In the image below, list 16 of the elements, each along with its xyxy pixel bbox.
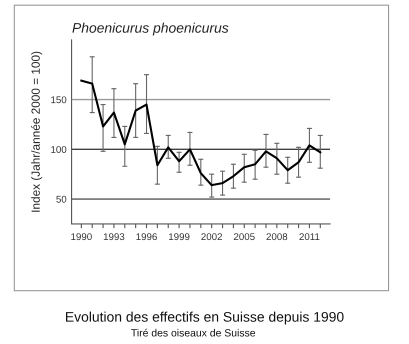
text: Tiré des oiseaux de Suisse (131, 328, 256, 337)
text: Evolution des effectifs en Suisse depuis 1990 (66, 312, 344, 325)
y-tick-label: 150 (51, 96, 66, 104)
x-tick-label: 2005 (234, 233, 255, 240)
x-tick-label: 1990 (71, 233, 92, 240)
x-tick-label: 2002 (201, 233, 222, 240)
x-tick-label: 1993 (104, 233, 124, 240)
chart-title: Phoenicurus phoenicurus (72, 22, 228, 36)
y-axis-title: Index (Jahr/année 2000 = 100) (31, 52, 42, 212)
x-tick-label: 2011 (299, 233, 320, 240)
x-tick-label: 1996 (136, 233, 157, 240)
x-tick-label: 1999 (169, 233, 190, 240)
y-tick-label: 100 (51, 146, 66, 153)
line-series (80, 80, 322, 186)
x-tick-label: 2008 (266, 233, 288, 240)
y-tick-label: 50 (56, 196, 66, 203)
